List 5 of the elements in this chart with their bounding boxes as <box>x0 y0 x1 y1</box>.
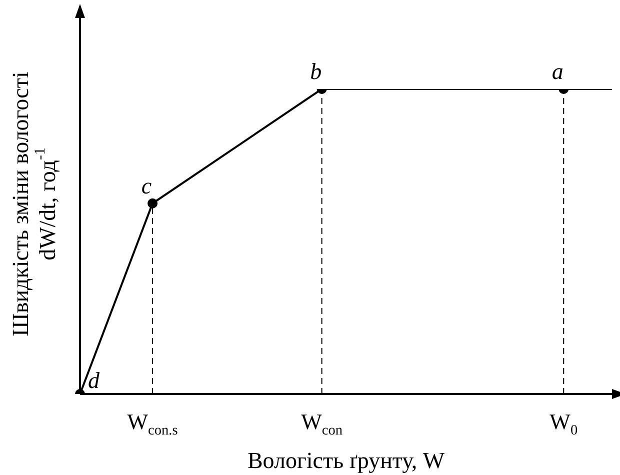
annotation: c <box>141 173 152 198</box>
annotation: a <box>552 59 564 84</box>
x-axis-title: Вологість ґрунту, W <box>247 448 445 473</box>
annotation: d <box>88 368 100 393</box>
annotation: b <box>310 59 322 84</box>
